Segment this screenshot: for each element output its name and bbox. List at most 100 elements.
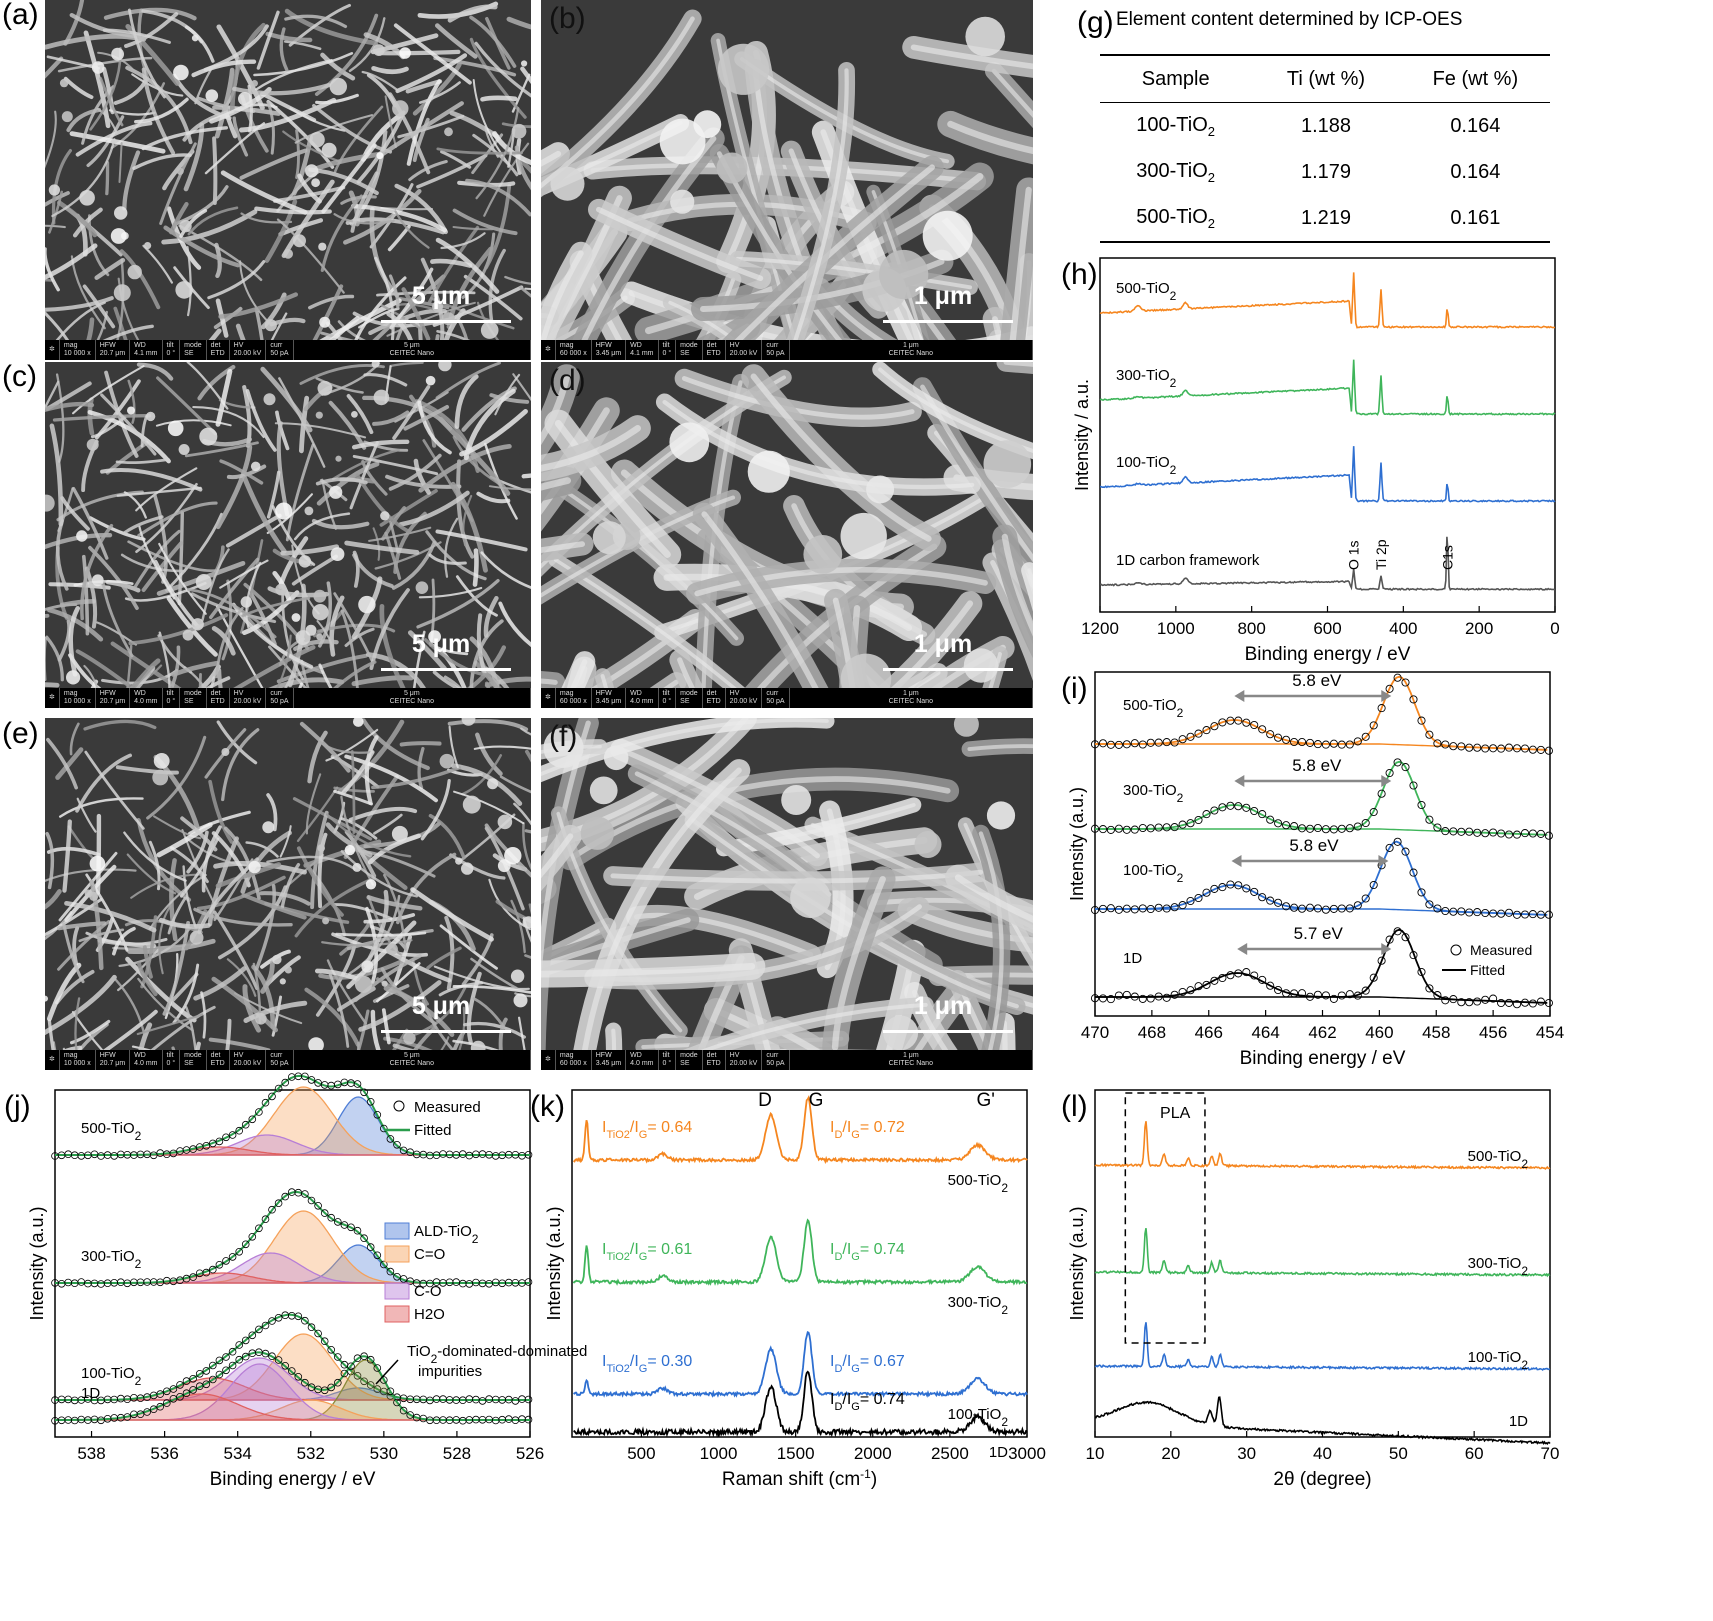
measured-point [1520, 998, 1530, 1007]
measured-point [366, 1243, 375, 1251]
x-tick-label: 20 [1161, 1444, 1180, 1463]
measured-point [1337, 824, 1346, 833]
x-tick-label: 40 [1313, 1444, 1332, 1463]
pla-box [1124, 1092, 1206, 1344]
series-label: 100-TiO2 [1123, 862, 1184, 885]
sem-info-cell: curr 50 pA [762, 1050, 790, 1070]
measured-point [1090, 905, 1100, 915]
measured-point [1090, 824, 1100, 833]
measured-point [1321, 825, 1330, 834]
measured-point [1202, 980, 1211, 989]
sem-info-cell: WD 4.0 mm [626, 688, 659, 708]
fitted-line [55, 1313, 530, 1401]
panel-label-i: (i) [1061, 672, 1088, 705]
measured-point [241, 1240, 250, 1249]
x-tick-label: 30 [1237, 1444, 1256, 1463]
x-tick-label: 500 [627, 1444, 655, 1463]
measured-point [1489, 828, 1498, 837]
measured-point [524, 1278, 533, 1286]
measured-point [314, 1202, 322, 1210]
measured-point [1146, 824, 1155, 833]
scale-bar [381, 1030, 511, 1033]
measured-point [169, 1149, 178, 1158]
series-line-300-TiO2 [1099, 359, 1556, 416]
measured-point [1218, 973, 1227, 983]
x-tick-label: 468 [1138, 1023, 1166, 1042]
measured-point [1361, 986, 1370, 995]
panel-label-a: (a) [2, 0, 39, 31]
measured-point [1226, 801, 1235, 810]
measured-point [255, 1325, 263, 1334]
measured-point [1385, 843, 1394, 852]
measured-point [1210, 884, 1219, 893]
measured-point [1186, 732, 1195, 741]
measured-point [1520, 910, 1530, 919]
sem-info-cell: HFW 3.45 μm [592, 688, 627, 708]
measured-point [1305, 903, 1315, 912]
sem-info-scale: 5 μm CEITEC Nano [294, 688, 531, 708]
sem-info-cell: HV 20.00 kV [726, 340, 763, 360]
measured-point [1497, 998, 1506, 1008]
sem-info-cell: HFW 3.45 μm [592, 340, 627, 360]
measured-point [268, 1317, 276, 1325]
measured-point [1385, 768, 1394, 778]
series-line-1D [573, 1370, 1028, 1438]
measured-point [1178, 987, 1187, 997]
y-axis-label: Intensity (a.u.) [1067, 1206, 1087, 1320]
sem-info-bar: ✲ mag 60 000 x HFW 3.45 μm WD 4.0 mm tilt 0 ° mod… [541, 1050, 1033, 1070]
sem-info-cell: HFW 20.7 μm [96, 688, 131, 708]
sem-info-cell: tilt 0 ° [659, 688, 677, 708]
measured-point [1369, 973, 1378, 982]
x-tick-label: 2000 [854, 1444, 892, 1463]
measured-point [235, 1341, 244, 1349]
measured-point [1361, 894, 1370, 903]
legend-fitted: Fitted [414, 1122, 452, 1139]
x-tick-label: 456 [1479, 1023, 1507, 1042]
measured-point [1329, 825, 1338, 834]
measured-point [1353, 901, 1362, 910]
measured-point [1465, 743, 1474, 752]
measured-point [1321, 905, 1330, 914]
x-tick-label: 60 [1465, 1444, 1484, 1463]
measured-point [1290, 822, 1299, 831]
measured-point [1401, 847, 1410, 856]
measured-point [1393, 927, 1402, 936]
measured-point [393, 1141, 401, 1149]
measured-point [228, 1253, 237, 1261]
arrow-head [1234, 775, 1245, 787]
x-tick-label: 1200 [1081, 619, 1119, 638]
measured-point [1178, 901, 1187, 910]
measured-point [1162, 993, 1171, 1002]
measured-point [1162, 823, 1171, 832]
measured-point [301, 1190, 309, 1198]
measured-point [228, 1347, 237, 1356]
x-tick-label: 3000 [1008, 1444, 1046, 1463]
sem-info-cell: WD 4.0 mm [130, 1050, 163, 1070]
measured-point [1385, 935, 1394, 944]
measured-point [1473, 908, 1482, 917]
measured-point [1106, 740, 1115, 749]
sem-info-cell: HFW 20.7 μm [96, 1050, 131, 1070]
legend-measured-marker [393, 1100, 405, 1112]
x-tick-label: 532 [297, 1444, 325, 1463]
measured-point [1393, 837, 1402, 846]
measured-point [281, 1078, 290, 1087]
measured-point [1489, 909, 1498, 918]
measured-point [169, 1385, 178, 1393]
measured-point [1106, 825, 1115, 834]
series-label: 300-TiO2 [1116, 367, 1177, 390]
panel-label-k: (k) [530, 1090, 565, 1123]
measured-point [1536, 829, 1545, 838]
measured-point [281, 1192, 290, 1201]
measured-point [255, 1108, 263, 1116]
measured-point [195, 1370, 204, 1378]
series-label: 500-TiO2 [1123, 697, 1184, 720]
measured-point [1417, 967, 1426, 977]
measured-point [1489, 994, 1498, 1003]
annotation-arrow [375, 1359, 399, 1385]
sem-info-cell: WD 4.1 mm [626, 340, 659, 360]
measured-point [189, 1273, 197, 1281]
measured-point [1266, 981, 1275, 990]
legend-component: C=O [414, 1246, 445, 1263]
series-line-1D [1094, 1396, 1551, 1445]
